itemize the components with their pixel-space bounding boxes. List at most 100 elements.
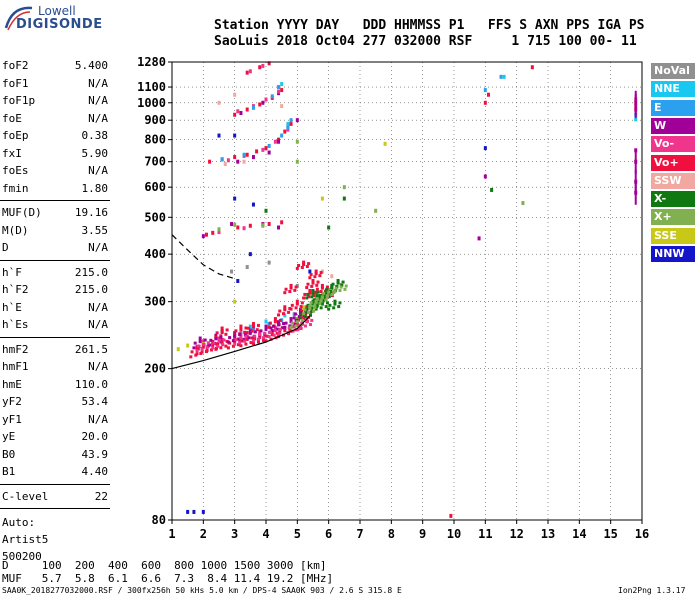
echo-point	[294, 285, 298, 289]
y-tick-label: 400	[144, 247, 166, 261]
param-label: fmin	[2, 181, 29, 195]
echo-point	[295, 299, 299, 304]
param-label: foE	[2, 111, 22, 125]
echo-point	[319, 271, 323, 275]
echo-point	[327, 287, 331, 292]
param-row: hmF2 261.5	[2, 341, 108, 358]
param-row: yF1 N/A	[2, 411, 108, 428]
echo-point	[268, 321, 272, 325]
echo-point	[344, 284, 348, 288]
param-separator	[0, 200, 110, 201]
echo-point	[287, 326, 291, 330]
param-value: 1.80	[81, 181, 109, 195]
echo-points-layer	[176, 61, 638, 518]
echo-point	[310, 318, 314, 322]
echo-point	[264, 327, 268, 331]
echo-point	[220, 337, 224, 342]
echo-point	[320, 295, 324, 299]
echo-point	[483, 146, 487, 151]
echo-point	[314, 307, 318, 311]
echo-point	[251, 326, 255, 331]
echo-point	[321, 299, 325, 303]
param-value: 215.0	[74, 265, 108, 279]
echo-point	[273, 320, 277, 324]
echo-point	[258, 333, 262, 337]
param-value: N/A	[88, 111, 108, 125]
param-label: foF2	[2, 59, 29, 72]
autoscaling-info: 500200	[2, 550, 42, 563]
echo-point	[280, 82, 284, 87]
echo-point	[211, 343, 215, 347]
echo-point	[246, 326, 250, 330]
param-value: 215.0	[74, 283, 108, 296]
echo-point	[298, 325, 302, 329]
echo-point	[289, 286, 293, 290]
echo-point	[234, 329, 238, 333]
echo-point	[203, 338, 207, 342]
echo-point	[311, 301, 315, 305]
echo-point	[242, 226, 246, 231]
echo-point	[248, 324, 252, 329]
echo-point	[300, 301, 304, 305]
param-label: D	[2, 241, 9, 254]
echo-point	[318, 274, 322, 278]
param-label: MUF(D)	[2, 206, 42, 219]
echo-point	[634, 117, 638, 122]
echo-point	[273, 317, 277, 322]
y-tick-label: 1000	[137, 96, 166, 110]
echo-point	[256, 337, 260, 341]
y-tick-label: 200	[144, 362, 166, 376]
echo-point	[226, 340, 230, 344]
echo-point	[298, 316, 302, 320]
echo-point	[236, 159, 240, 164]
echo-point	[217, 230, 221, 235]
echo-point	[337, 305, 341, 309]
echo-point	[290, 303, 294, 307]
echo-point	[294, 324, 298, 328]
echo-point	[283, 313, 287, 318]
param-value: 4.40	[81, 465, 109, 478]
echo-point	[275, 331, 279, 335]
param-value: 3.55	[81, 223, 109, 237]
x-tick-label: 14	[572, 527, 586, 541]
echo-point	[277, 225, 281, 230]
echo-point	[201, 509, 205, 514]
echo-point	[324, 292, 328, 296]
echo-point	[245, 265, 249, 270]
autoscaling-info: Auto:	[2, 516, 36, 529]
echo-point	[300, 312, 304, 316]
echo-point	[303, 315, 307, 319]
echo-point	[311, 299, 315, 304]
echo-point	[256, 323, 260, 327]
echo-point	[530, 65, 534, 70]
param-separator	[0, 336, 110, 338]
x-tick-label: 4	[262, 527, 269, 541]
echo-point	[231, 339, 235, 343]
echo-point	[255, 149, 259, 154]
echo-point	[224, 344, 228, 348]
param-label: yF1	[2, 412, 22, 426]
echo-point	[198, 340, 202, 344]
param-row: foEp 0.38	[2, 127, 108, 144]
param-row: B1 4.40	[2, 463, 108, 480]
echo-point	[316, 290, 320, 294]
echo-point	[313, 305, 317, 309]
echo-point	[319, 290, 323, 294]
echo-point	[269, 326, 273, 330]
echo-point	[327, 295, 331, 299]
echo-point	[277, 320, 281, 325]
plot-frame	[171, 61, 643, 521]
param-separator	[0, 259, 110, 261]
param-label: yF2	[2, 395, 22, 408]
echo-point	[313, 303, 317, 307]
echo-point	[193, 341, 197, 345]
echo-point	[253, 330, 257, 334]
autoscaling-info: Artist5	[2, 533, 49, 546]
param-row: M(D) 3.55	[2, 222, 108, 239]
y-tick-label: 1280	[137, 55, 166, 69]
echo-point	[233, 112, 237, 117]
echo-point	[277, 313, 281, 317]
echo-point	[219, 346, 223, 350]
echo-point	[318, 302, 322, 306]
echo-point	[273, 325, 277, 330]
